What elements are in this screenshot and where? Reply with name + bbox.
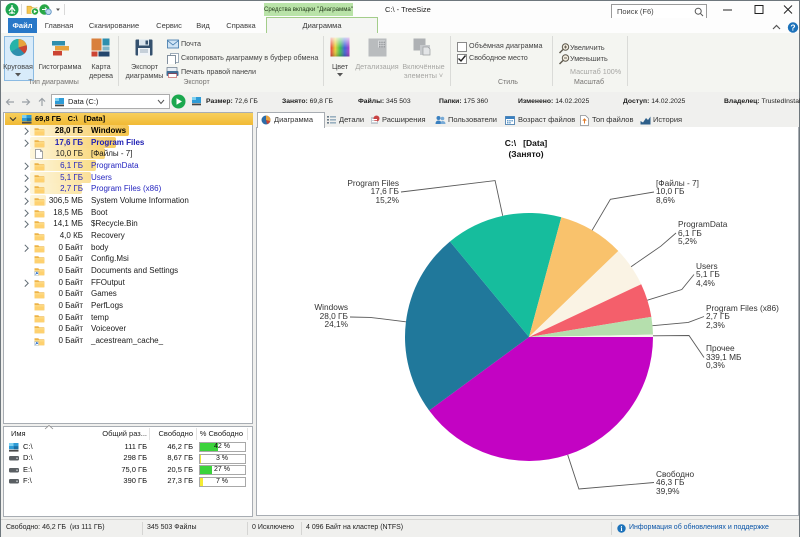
svg-text:i: i <box>621 525 623 533</box>
svg-text:?: ? <box>790 23 795 33</box>
